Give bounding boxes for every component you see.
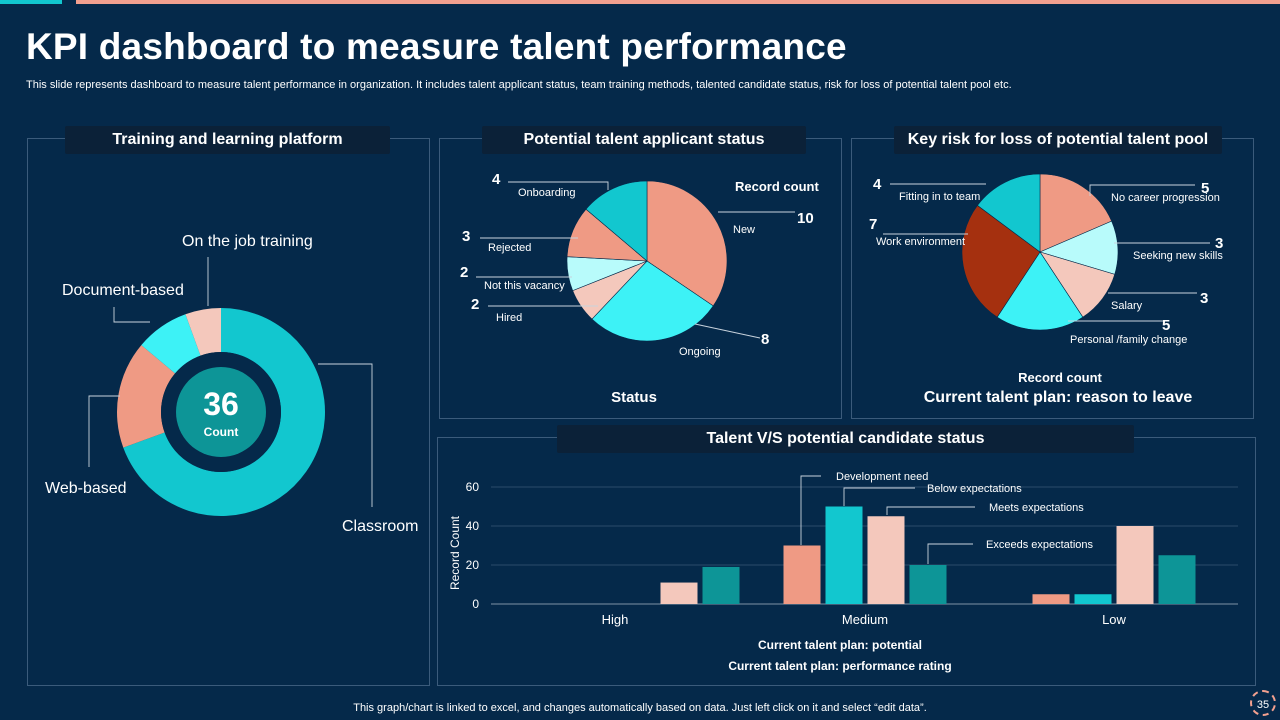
applicant-value-ongoing: 8 bbox=[761, 331, 769, 348]
risk-value-no-career-progression: 5 bbox=[1201, 180, 1209, 197]
bar-low-meets-expectations bbox=[1116, 526, 1154, 604]
bar-medium-below-expectations bbox=[825, 506, 863, 604]
footer-note: This graph/chart is linked to excel, and… bbox=[353, 702, 927, 714]
applicant-legend-title: Record count bbox=[735, 179, 819, 194]
applicant-slice-onboarding bbox=[585, 180, 648, 262]
risk-slice-fitting-in-to-team bbox=[977, 173, 1041, 253]
applicant-value-not-this-vacancy: 2 bbox=[460, 264, 468, 281]
donut-leader-document-based bbox=[113, 307, 150, 323]
applicant-slice-new bbox=[646, 180, 728, 307]
applicant-value-rejected: 3 bbox=[462, 228, 470, 245]
bar-high-exceeds-expectations bbox=[702, 566, 740, 604]
donut-slice-document-based bbox=[141, 314, 201, 374]
bar-legend-below-expectations: Below expectations bbox=[927, 483, 1022, 495]
risk-leader-no-career-progression bbox=[1089, 184, 1195, 196]
page-number: 35 bbox=[1250, 690, 1276, 716]
risk-label-work-environment: Work environment bbox=[876, 236, 965, 248]
donut-slice-classroom bbox=[123, 308, 326, 517]
risk-slice-work-environment bbox=[961, 205, 1041, 318]
bar-panel-title: Talent V/S potential candidate status bbox=[557, 425, 1134, 453]
applicant-leader-onboarding bbox=[508, 181, 609, 190]
training-panel-title: Training and learning platform bbox=[65, 126, 390, 154]
bar-medium-exceeds-expectations bbox=[909, 565, 947, 604]
top-accent-teal bbox=[0, 0, 62, 4]
top-accent-salmon bbox=[76, 0, 1280, 4]
bar-legend-leader-below-expectations bbox=[843, 487, 915, 506]
donut-center-label: Count bbox=[204, 425, 239, 439]
risk-label-personal-family-change: Personal /family change bbox=[1070, 334, 1187, 346]
donut-slice-on-the-job-training bbox=[185, 308, 221, 356]
risk-series-label: Record count bbox=[1018, 370, 1102, 385]
bar-legend-leader-exceeds-expectations bbox=[927, 543, 973, 564]
risk-slice-personal-family-change bbox=[996, 251, 1084, 331]
applicant-label-onboarding: Onboarding bbox=[518, 187, 576, 199]
bar-ytick-20: 20 bbox=[466, 558, 480, 572]
donut-label-classroom: Classroom bbox=[342, 518, 418, 535]
bar-xtick-high: High bbox=[602, 612, 629, 627]
applicant-label-rejected: Rejected bbox=[488, 242, 531, 254]
page-subtitle: This slide represents dashboard to measu… bbox=[26, 79, 1012, 91]
bar-low-exceeds-expectations bbox=[1158, 555, 1196, 604]
donut-leader-web-based bbox=[88, 395, 120, 467]
applicant-slice-ongoing bbox=[591, 260, 714, 342]
risk-label-seeking-new-skills: Seeking new skills bbox=[1133, 250, 1223, 262]
applicant-label-new: New bbox=[733, 224, 755, 236]
donut-label-web-based: Web-based bbox=[45, 480, 127, 497]
bar-xlabel-2: Current talent plan: performance rating bbox=[728, 659, 951, 673]
risk-value-salary: 3 bbox=[1200, 290, 1208, 307]
bar-ytick-0: 0 bbox=[472, 597, 479, 611]
risk-label-salary: Salary bbox=[1111, 300, 1143, 312]
donut-label-on-the-job-training: On the job training bbox=[182, 233, 313, 250]
donut-leader-classroom bbox=[318, 363, 373, 507]
applicant-label-hired: Hired bbox=[496, 312, 522, 324]
bar-medium-meets-expectations bbox=[867, 516, 905, 604]
bar-xtick-medium: Medium bbox=[842, 612, 888, 627]
applicant-value-hired: 2 bbox=[471, 296, 479, 313]
bar-high-meets-expectations bbox=[660, 582, 698, 604]
bar-low-development-need bbox=[1032, 594, 1070, 604]
risk-panel-title: Key risk for loss of potential talent po… bbox=[894, 126, 1222, 154]
bar-legend-exceeds-expectations: Exceeds expectations bbox=[986, 539, 1094, 551]
bar-medium-development-need bbox=[783, 545, 821, 604]
risk-label-no-career-progression: No career progression bbox=[1111, 192, 1220, 204]
donut-slice-web-based bbox=[116, 345, 176, 448]
risk-value-fitting-in-to-team: 4 bbox=[873, 176, 882, 193]
applicant-label-not-this-vacancy: Not this vacancy bbox=[484, 280, 565, 292]
risk-value-seeking-new-skills: 3 bbox=[1215, 235, 1223, 252]
risk-label-fitting-in-to-team: Fitting in to team bbox=[899, 191, 980, 203]
bar-ytick-40: 40 bbox=[466, 519, 480, 533]
bar-legend-leader-meets-expectations bbox=[886, 506, 975, 515]
bar-ytick-60: 60 bbox=[466, 480, 480, 494]
bar-xlabel: Current talent plan: potential bbox=[758, 638, 922, 652]
applicant-label-ongoing: Ongoing bbox=[679, 346, 721, 358]
risk-value-personal-family-change: 5 bbox=[1162, 317, 1170, 334]
donut-center-value: 36 bbox=[203, 386, 239, 422]
risk-axis-label: Current talent plan: reason to leave bbox=[924, 389, 1193, 406]
bar-legend-leader-development-need bbox=[800, 475, 821, 545]
risk-slice-no-career-progression bbox=[1039, 173, 1113, 253]
bar-legend-meets-expectations: Meets expectations bbox=[989, 502, 1084, 514]
applicant-value-onboarding: 4 bbox=[492, 171, 501, 188]
bar-low-below-expectations bbox=[1074, 594, 1112, 604]
applicant-panel-title: Potential talent applicant status bbox=[482, 126, 806, 154]
applicant-axis-label: Status bbox=[611, 389, 657, 406]
donut-center-disc bbox=[176, 367, 266, 457]
bar-xtick-low: Low bbox=[1102, 612, 1126, 627]
bar-legend-development-need: Development need bbox=[836, 471, 928, 483]
donut-label-document-based: Document-based bbox=[62, 282, 184, 299]
page-title: KPI dashboard to measure talent performa… bbox=[26, 26, 847, 67]
risk-value-work-environment: 7 bbox=[869, 216, 877, 233]
applicant-value-new: 10 bbox=[797, 210, 814, 227]
applicant-leader-ongoing bbox=[694, 323, 761, 339]
bar-ylabel: Record Count bbox=[448, 515, 462, 590]
